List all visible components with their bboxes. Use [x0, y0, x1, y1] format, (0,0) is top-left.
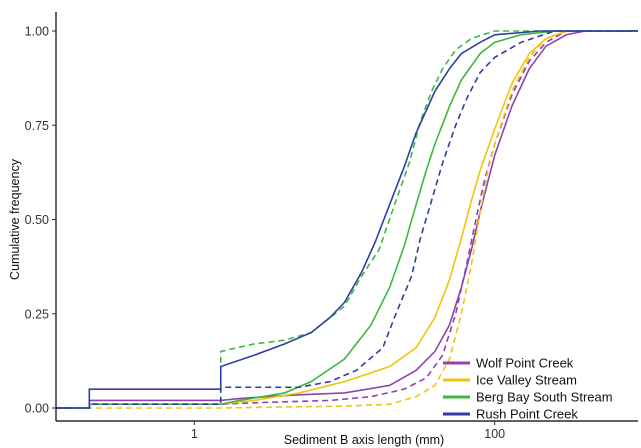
legend: Wolf Point Creek Ice Valley Stream Berg Ba… — [443, 356, 613, 422]
series-layer — [56, 30, 638, 409]
y-tick-label: 0.00 — [25, 402, 49, 416]
x-axis-title: Sediment B axis length (mm) — [284, 433, 444, 447]
y-tick-label: 0.75 — [25, 119, 49, 133]
series-line-rush-solid — [56, 30, 638, 409]
series-line-berg-solid — [56, 30, 638, 409]
series-line-rush-dashed — [56, 30, 638, 409]
y-tick-label: 0.50 — [25, 213, 49, 227]
x-axis-ticks: 1 100 — [191, 421, 505, 441]
series-line-berg-dashed — [56, 30, 638, 409]
series-line-ice-solid — [56, 30, 638, 409]
y-axis-title: Cumulative frequency — [8, 158, 22, 280]
y-axis-ticks: 0.00 0.25 0.50 0.75 1.00 — [25, 25, 56, 416]
legend-label: Berg Bay South Stream — [476, 390, 613, 405]
y-tick-label: 1.00 — [25, 25, 49, 39]
legend-label: Wolf Point Creek — [476, 356, 574, 371]
series-line-wolf-solid — [56, 30, 638, 409]
series-line-wolf-dashed — [56, 30, 638, 409]
series-line-ice-dashed — [56, 30, 638, 409]
legend-label: Ice Valley Stream — [476, 373, 577, 388]
x-tick-label: 1 — [191, 427, 198, 441]
legend-label: Rush Point Creek — [476, 407, 578, 422]
x-tick-label: 100 — [484, 427, 505, 441]
y-tick-label: 0.25 — [25, 307, 49, 321]
